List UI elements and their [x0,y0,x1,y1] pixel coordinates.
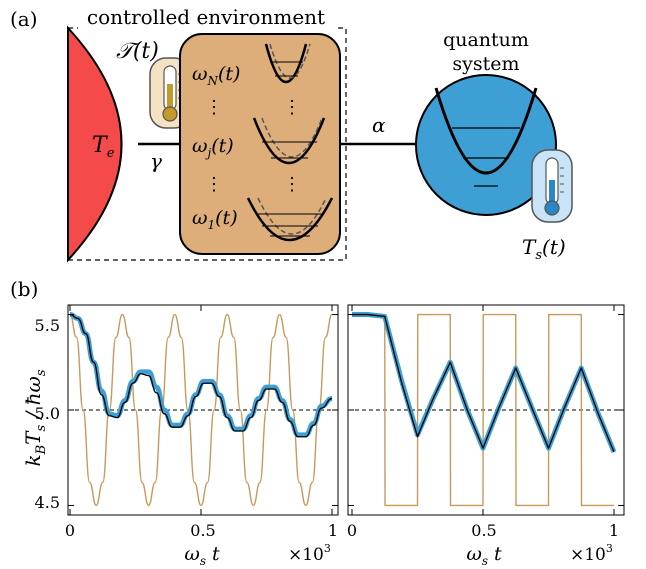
quantum-system-circle [415,74,557,216]
panel-b-label: (b) [10,277,38,301]
potential-well-j [252,117,326,164]
plot-left-content [68,312,338,507]
quantum-title-2: system [452,53,519,75]
series-theory [352,313,615,453]
xtick-right-0: 0 [347,521,357,540]
x-scale-right: ×103 [570,542,613,565]
y-axis-label: kBTs / ħωs [21,369,49,466]
system-temp-label: Ts(t) [522,235,566,263]
gamma-label: γ [150,149,162,173]
x-axis-label-right: ωs t [466,543,502,568]
env-temp-label: 𝒯(t) [116,39,159,64]
ytick-5.5: 5.5 [35,316,60,335]
env-title-bg [78,5,334,31]
x-axis-label-left: ωs t [184,543,220,568]
mode-j-label: ωj(t) [192,135,234,160]
quantum-potential-well [434,87,538,187]
potential-well-1 [246,197,334,242]
series-environment-temperature [69,313,333,507]
ytick-4.5: 4.5 [35,493,60,512]
vdots-3: ⋮ [283,97,301,118]
mode-1-label: ω1(t) [192,207,238,232]
alpha-label: α [372,113,386,137]
series-environment-temperature [352,313,614,507]
vdots-1: ⋮ [205,97,223,118]
plot-left-ticks [68,305,338,515]
vdots-2: ⋮ [205,174,223,195]
panel-a-label: (a) [10,7,38,31]
series-simulation [69,312,333,438]
plot-right-content [348,312,624,507]
potential-well-n [264,43,311,83]
plot-right-ticks [348,305,624,515]
thermometer-icon [531,149,573,223]
quantum-title-1: quantum [443,29,529,51]
xtick-left-1: 1 [328,521,338,540]
reservoir-temp-label: Te [92,133,115,161]
series-theory [69,313,333,438]
ytick-5.0: 5.0 [35,404,60,423]
mode-n-label: ωN(t) [192,63,240,88]
vdots-4: ⋮ [283,174,301,195]
reservoir-shape [67,25,123,263]
xtick-right-0.5: 0.5 [471,521,496,540]
xtick-right-1: 1 [609,521,619,540]
xtick-left-0.5: 0.5 [190,521,215,540]
x-scale-left: ×103 [288,542,331,565]
xtick-left-0: 0 [65,521,75,540]
env-title: controlled environment [87,5,325,29]
